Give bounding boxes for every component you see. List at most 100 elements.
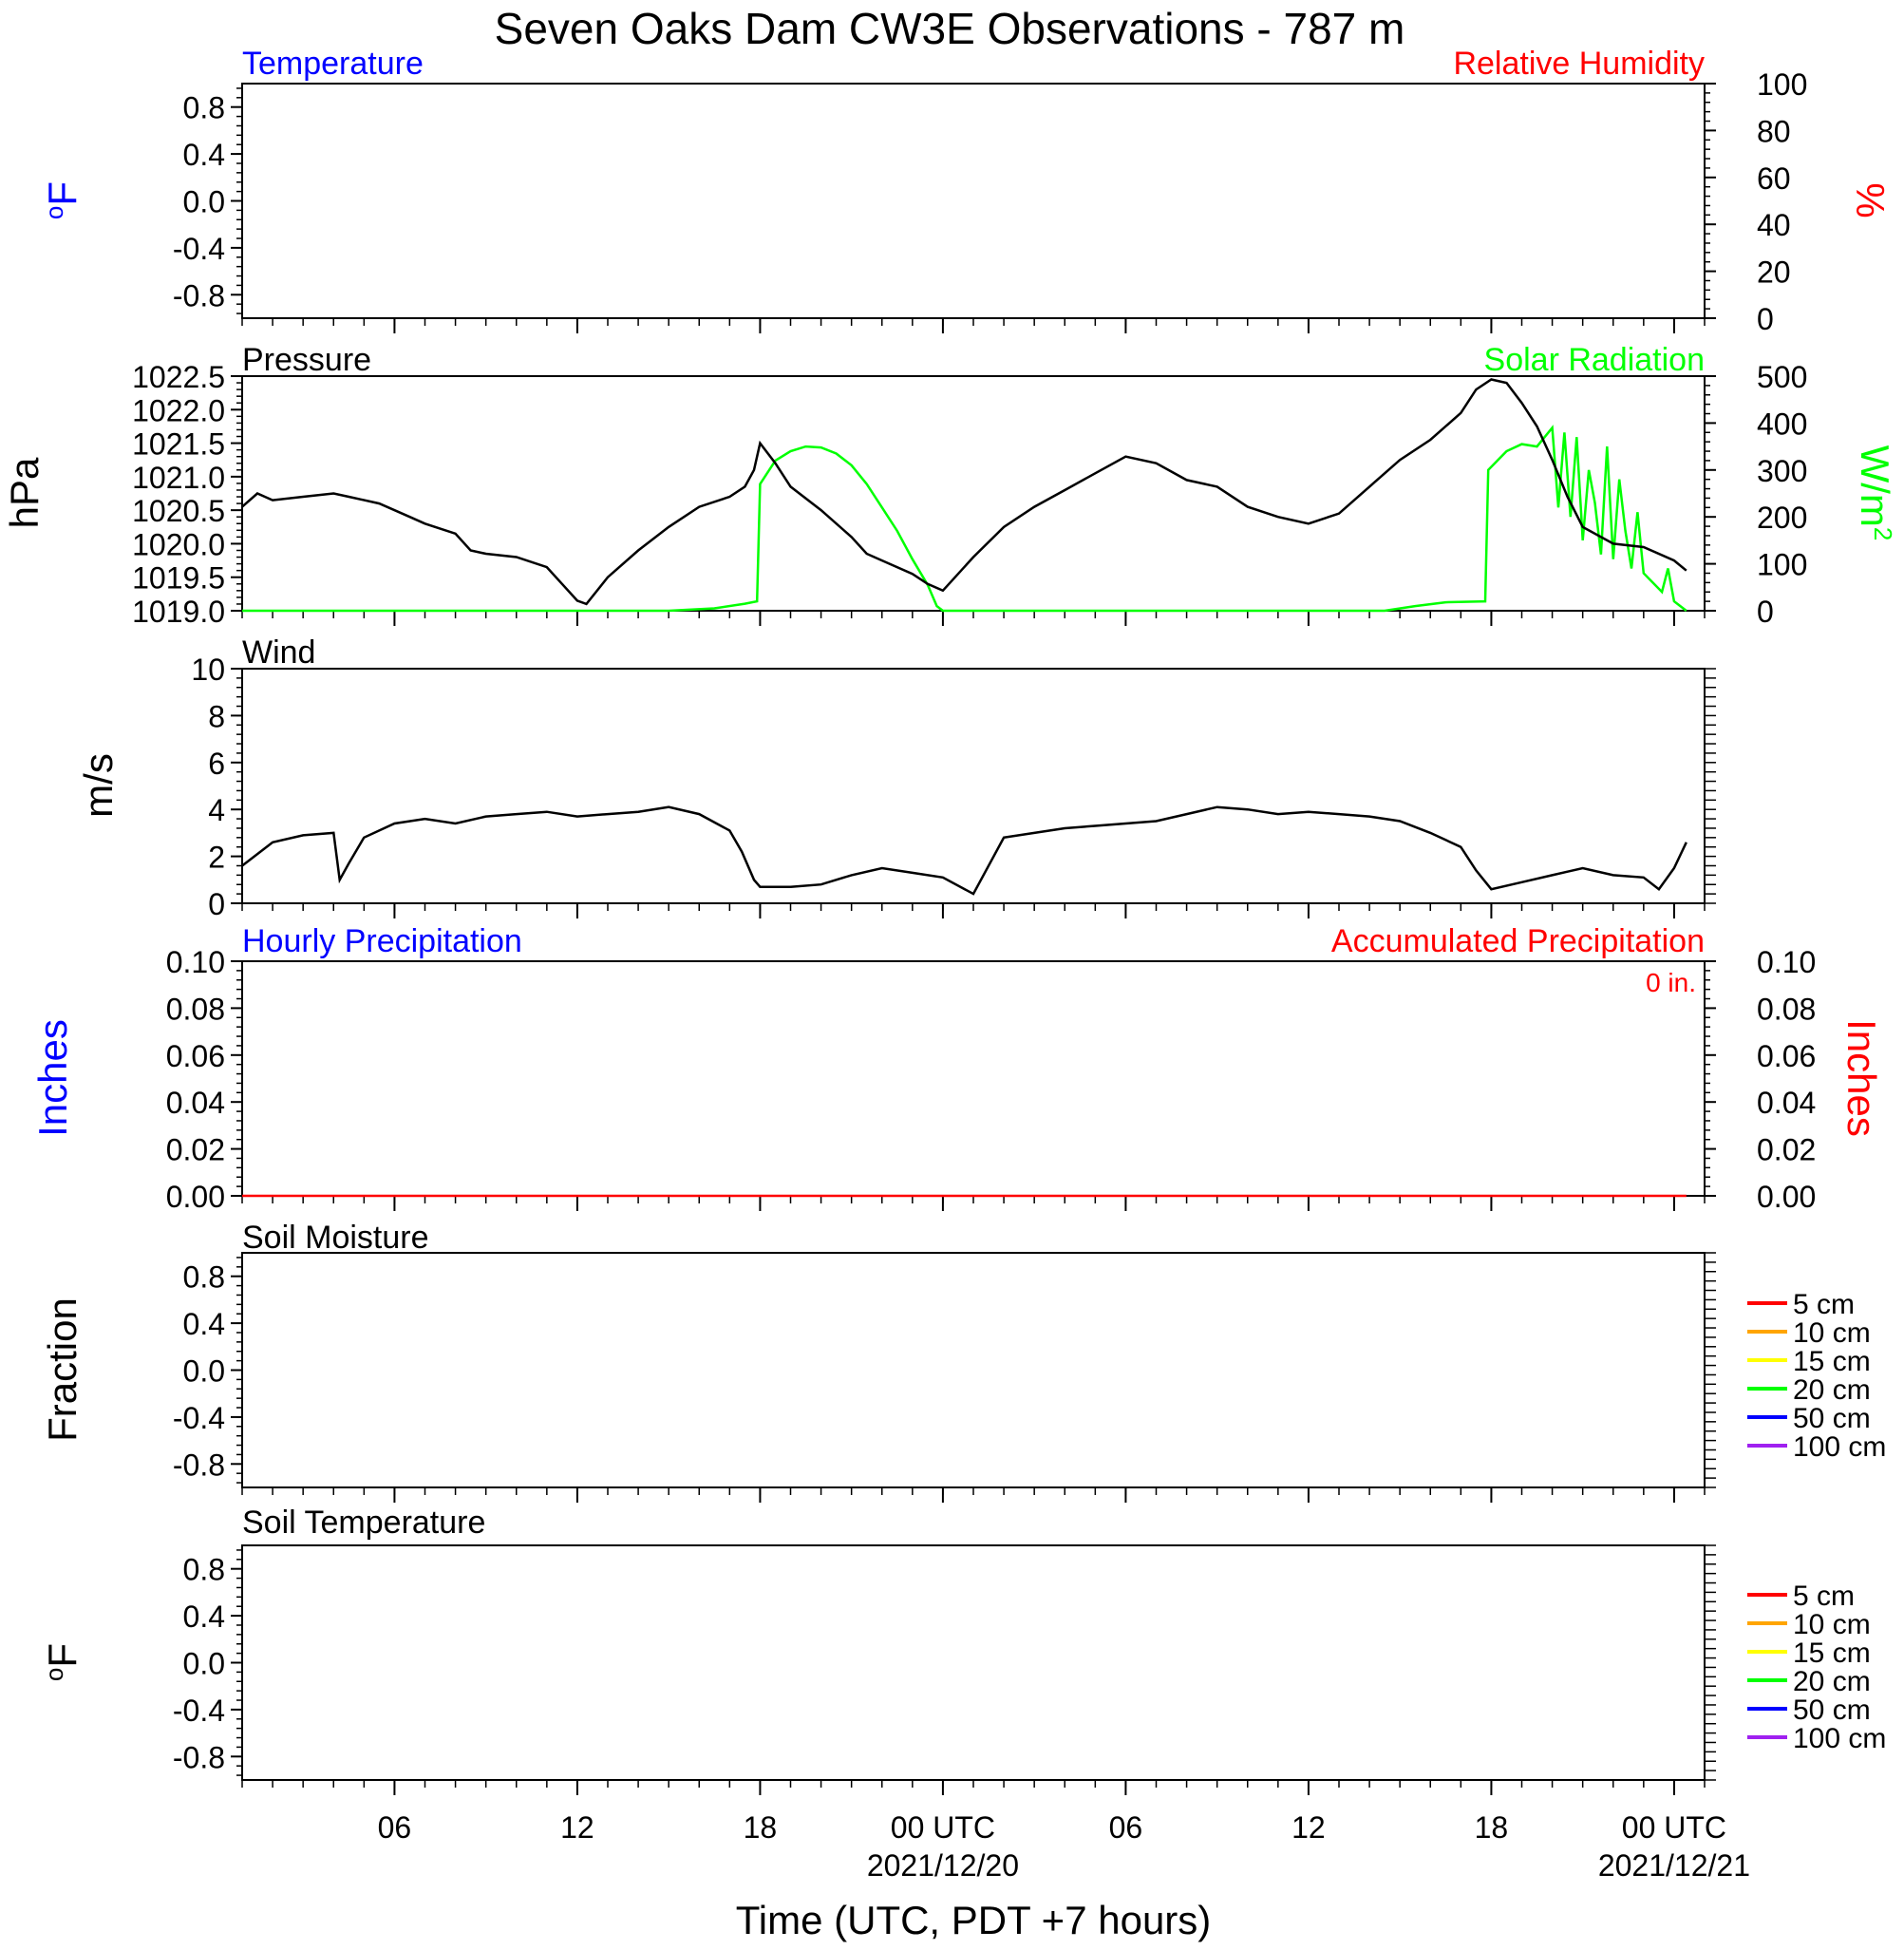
- x-tick-label: 12: [560, 1810, 594, 1845]
- temperature-panel: Temperature Relative Humidity 0.8 0.4 0.0 -…: [40, 46, 1893, 336]
- rh-title: Relative Humidity: [1453, 46, 1705, 82]
- left-tick-label: 0.10: [166, 945, 225, 979]
- pressure-left-ticks: 1022.51022.01021.51021.01020.51020.01019…: [132, 360, 1706, 629]
- soil-temperature-title: Soil Temperature: [242, 1505, 485, 1541]
- solar-radiation-line: [242, 425, 1687, 613]
- soil-temperature-left-ticks: 0.8 0.4 0.0 -0.4 -0.8: [173, 1549, 1706, 1795]
- x-tick-label: 18: [1475, 1810, 1509, 1845]
- right-tick-label: 80: [1757, 114, 1791, 148]
- left-tick-label: -0.4: [173, 232, 225, 266]
- x-axis-label: Time (UTC, PDT +7 hours): [736, 1898, 1212, 1942]
- pressure-title: Pressure: [242, 342, 371, 378]
- solar-unit-label: W/m2: [1853, 445, 1897, 541]
- right-tick-label: 0.04: [1757, 1086, 1816, 1120]
- x-tick-label: 00 UTC: [1622, 1810, 1726, 1845]
- legend-label: 5 cm: [1793, 1581, 1855, 1612]
- precip-plot-frame: [241, 960, 1706, 1197]
- wind-speed-line: [241, 805, 1687, 896]
- temperature-title: Temperature: [242, 46, 424, 82]
- left-tick-label: 0.06: [166, 1039, 225, 1073]
- left-tick-label: 1022.0: [132, 393, 225, 427]
- left-tick-label: 0.02: [166, 1133, 225, 1167]
- right-tick-label: 20: [1757, 256, 1791, 290]
- solar-right-ticks: 500 400 300 200 100 0: [1705, 360, 1807, 629]
- right-tick-label: 200: [1757, 501, 1807, 535]
- soil-temperature-right-minor-ticks: [1705, 1544, 1716, 1781]
- right-tick-label: 500: [1757, 360, 1807, 394]
- pressure-panel: Pressure Solar Radiation 1022.51022.0102…: [2, 342, 1897, 629]
- wind-title: Wind: [242, 634, 315, 671]
- x-tick-date-label: 2021/12/21: [1598, 1848, 1750, 1883]
- legend-label: 10 cm: [1793, 1609, 1871, 1640]
- soil-moisture-left-ticks: 0.8 0.4 0.0 -0.4 -0.8: [173, 1257, 1706, 1503]
- rh-right-ticks: 100 80 60 40 20 0: [1705, 67, 1807, 336]
- legend-label: 50 cm: [1793, 1403, 1871, 1434]
- precip-left-ticks: 0.10 0.08 0.06 0.04 0.02 0.00: [166, 945, 1706, 1214]
- left-tick-label: -0.4: [173, 1694, 225, 1728]
- soil-temperature-unit-label: oF: [40, 1643, 85, 1681]
- left-tick-label: -0.8: [173, 1448, 225, 1482]
- precip-right-ticks: 0.10 0.08 0.06 0.04 0.02 0.00: [1705, 945, 1816, 1214]
- right-tick-label: 0.02: [1757, 1133, 1816, 1167]
- right-tick-label: 0.00: [1757, 1180, 1816, 1214]
- left-tick-label: -0.4: [173, 1401, 225, 1435]
- left-tick-label: 1021.0: [132, 461, 225, 495]
- right-tick-label: 0: [1757, 302, 1774, 336]
- soil-moisture-right-minor-ticks: [1705, 1252, 1716, 1488]
- x-tick-label: 00 UTC: [891, 1810, 995, 1845]
- temperature-left-ticks: 0.8 0.4 0.0 -0.4 -0.8: [173, 87, 1706, 333]
- right-tick-label: 0.10: [1757, 945, 1816, 979]
- soil-temperature-panel: Soil Temperature 0.8 0.4 0.0 -0.4 -0.8 oF 5 …: [40, 1505, 1886, 1795]
- pressure-unit-label: hPa: [2, 457, 47, 528]
- soil-moisture-title: Soil Moisture: [242, 1220, 429, 1256]
- left-tick-label: 0.04: [166, 1086, 225, 1120]
- left-tick-label: 0: [208, 887, 225, 921]
- wind-panel: Wind 10 8 6 4 2 0 m/s: [76, 634, 1716, 921]
- wind-left-ticks: 10 8 6 4 2 0: [191, 653, 1706, 921]
- legend-label: 20 cm: [1793, 1374, 1871, 1406]
- x-tick-label: 06: [1109, 1810, 1143, 1845]
- figure-title: Seven Oaks Dam CW3E Observations - 787 m: [495, 4, 1405, 53]
- solar-title: Solar Radiation: [1484, 342, 1705, 378]
- right-tick-label: 100: [1757, 548, 1807, 582]
- temperature-unit-label: oF: [40, 181, 85, 219]
- right-tick-label: 60: [1757, 161, 1791, 196]
- legend-label: 10 cm: [1793, 1317, 1871, 1349]
- x-tick-label: 06: [378, 1810, 412, 1845]
- soil-moisture-plot-frame: [241, 1252, 1706, 1488]
- wind-series-layer: [241, 805, 1687, 896]
- right-tick-label: 0: [1757, 595, 1774, 629]
- left-tick-label: 1021.5: [132, 427, 225, 462]
- left-tick-label: 0.0: [183, 1354, 225, 1389]
- precip-left-unit-label: Inches: [30, 1019, 75, 1137]
- left-tick-label: 4: [208, 793, 225, 827]
- left-tick-label: 1019.5: [132, 561, 225, 596]
- right-tick-label: 0.08: [1757, 992, 1816, 1026]
- legend-label: 15 cm: [1793, 1638, 1871, 1669]
- accum-precip-value: 0 in.: [1646, 968, 1696, 997]
- legend-label: 100 cm: [1793, 1723, 1886, 1754]
- pressure-series-layer: [241, 378, 1687, 613]
- temperature-plot-frame: [241, 83, 1706, 319]
- x-tick-date-label: 2021/12/20: [867, 1848, 1019, 1883]
- wind-right-minor-ticks: [1705, 668, 1716, 904]
- hourly-precip-title: Hourly Precipitation: [242, 923, 522, 959]
- left-tick-label: -0.8: [173, 1740, 225, 1774]
- left-tick-label: 8: [208, 699, 225, 733]
- accum-precip-title: Accumulated Precipitation: [1331, 923, 1705, 959]
- left-tick-label: 0.00: [166, 1180, 225, 1214]
- right-tick-label: 300: [1757, 454, 1807, 488]
- left-tick-label: 2: [208, 841, 225, 875]
- left-tick-label: 0.8: [183, 1553, 225, 1587]
- left-tick-label: 0.0: [183, 1647, 225, 1681]
- legend-label: 100 cm: [1793, 1431, 1886, 1463]
- left-tick-label: 1022.5: [132, 360, 225, 394]
- x-tick-label: 18: [744, 1810, 778, 1845]
- legend-label: 15 cm: [1793, 1346, 1871, 1377]
- legend-label: 20 cm: [1793, 1666, 1871, 1697]
- left-tick-label: 1020.5: [132, 494, 225, 528]
- soil-moisture-panel: Soil Moisture 0.8 0.4 0.0 -0.4 -0.8 Fraction…: [40, 1220, 1886, 1503]
